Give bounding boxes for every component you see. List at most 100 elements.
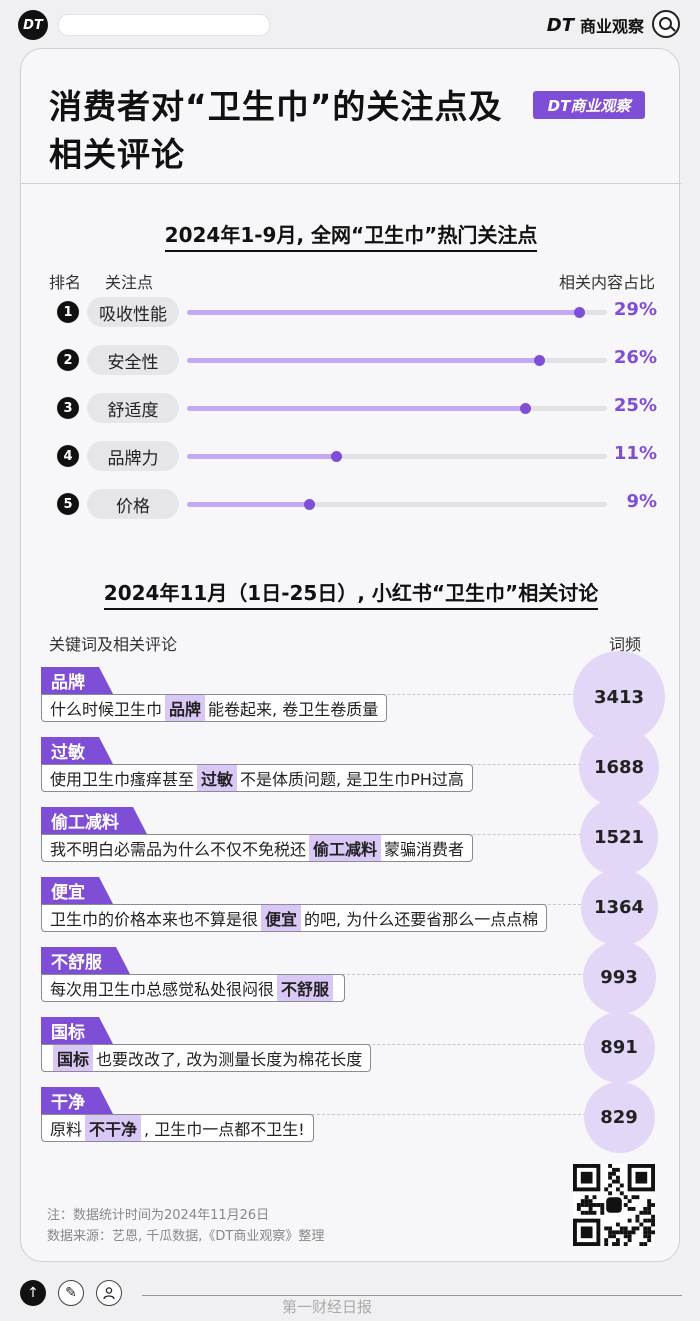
keyword-comment: 卫生巾的价格本来也不算是很 便宜 的吧, 为什么还要省那么一点点棉 (41, 904, 548, 932)
comment-before: 什么时候卫生巾 (50, 700, 163, 719)
top-search-box[interactable] (58, 14, 270, 36)
rank-bar-marker (574, 307, 585, 318)
rank-bar (187, 502, 309, 507)
title-divider (21, 183, 681, 184)
rank-bar (187, 406, 525, 411)
frequency-bubble: 993 (582, 940, 656, 1014)
comment-after: 能卷起来, 卷卫生卷质量 (208, 700, 379, 719)
rank-row: 1 吸收性能 29% (21, 297, 681, 327)
infographic-card: 消费者对“卫生巾”的关注点及相关评论 DT商业观察 2024年1-9月, 全网“… (20, 48, 681, 1262)
frequency-bubble: 829 (583, 1081, 655, 1153)
keyword-tag: 便宜 (41, 877, 113, 904)
keyword-comment: 什么时候卫生巾 品牌 能卷起来, 卷卫生卷质量 (41, 694, 388, 722)
rank-bar (187, 454, 336, 459)
col-freq-label: 词频 (608, 635, 641, 654)
rank-row: 3 舒适度 25% (21, 393, 681, 423)
rank-bar-track (187, 355, 607, 366)
frequency-bubble: 3413 (573, 651, 665, 743)
title-badge: DT商业观察 (533, 91, 645, 119)
rank-bar-track (187, 451, 607, 462)
keyword-tag: 偷工减料 (41, 807, 147, 834)
comment-highlight: 品牌 (165, 695, 206, 721)
keyword-tag: 干净 (41, 1087, 113, 1114)
rank-bar-track (187, 307, 607, 318)
rank-value-label: 25% (613, 395, 657, 416)
user-icon[interactable] (96, 1280, 122, 1306)
keyword-row: 不舒服 每次用卫生巾总感觉私处很闷很 不舒服 993 (21, 940, 681, 1014)
col-keyword-label: 关键词及相关评论 (49, 635, 178, 654)
rank-category-label: 安全性 (87, 345, 179, 375)
keyword-comment: 原料 不干净, 卫生巾一点都不卫生! (41, 1114, 314, 1142)
keyword-tag: 不舒服 (41, 947, 130, 974)
comment-after: 的吧, 为什么还要省那么一点点棉 (304, 910, 539, 929)
rank-category-label: 吸收性能 (87, 297, 179, 327)
rank-bar-marker (304, 499, 315, 510)
section1-title: 2024年1-9月, 全网“卫生巾”热门关注点 (21, 219, 681, 252)
keyword-comment: 国标 也要改改了, 改为测量长度为棉花长度 (41, 1044, 372, 1072)
rank-number: 5 (57, 493, 79, 515)
frequency-bubble: 1364 (580, 868, 658, 946)
comment-highlight: 不干净 (85, 1115, 142, 1141)
pencil-icon[interactable]: ✎ (58, 1280, 84, 1306)
section2-title-text: 2024年11月（1日-25日）, 小红书“卫生巾”相关讨论 (103, 581, 599, 610)
comment-before: 每次用卫生巾总感觉私处很闷很 (50, 980, 275, 999)
rank-bar-marker (534, 355, 545, 366)
col-share-label: 相关内容占比 (558, 273, 655, 292)
keyword-row: 过敏 使用卫生巾瘙痒甚至 过敏 不是体质问题, 是卫生巾PH过高 1688 (21, 727, 681, 807)
comment-before: 原料 (50, 1120, 83, 1139)
top-bar: DT DT 商业观察 (0, 0, 700, 48)
col-focus-label: 关注点 (105, 273, 154, 292)
rank-row: 4 品牌力 11% (21, 441, 681, 471)
rank-row: 5 价格 9% (21, 489, 681, 519)
rank-bar-track (187, 403, 607, 414)
comment-highlight: 便宜 (261, 905, 302, 931)
keyword-row: 国标 国标 也要改改了, 改为测量长度为棉花长度 891 (21, 1011, 681, 1083)
comment-before: 卫生巾的价格本来也不算是很 (50, 910, 259, 929)
qr-code-icon (573, 1164, 655, 1246)
comment-highlight: 不舒服 (277, 975, 334, 1001)
section2-title: 2024年11月（1日-25日）, 小红书“卫生巾”相关讨论 (21, 577, 681, 610)
rank-bar (187, 310, 579, 315)
rank-bar (187, 358, 539, 363)
rank-value-label: 26% (613, 347, 657, 368)
comment-highlight: 过敏 (197, 765, 238, 791)
comment-after: 蒙骗消费者 (384, 840, 465, 859)
comment-before: 我不明白必需品为什么不仅不免税还 (50, 840, 307, 859)
keyword-comment: 我不明白必需品为什么不仅不免税还 偷工减料 蒙骗消费者 (41, 834, 474, 862)
rank-category-label: 价格 (87, 489, 179, 519)
frequency-bubble: 1521 (580, 798, 658, 876)
page-title: 消费者对“卫生巾”的关注点及相关评论 (49, 87, 503, 174)
comment-before: 使用卫生巾瘙痒甚至 (50, 770, 195, 789)
source-text: 数据来源：艺恩, 千瓜数据,《DT商业观察》整理 (47, 1229, 325, 1244)
bottom-bar: ↑ ✎ 第一财经日报 (0, 1262, 700, 1321)
comment-highlight: 国标 (53, 1045, 94, 1071)
keyword-comment: 每次用卫生巾总感觉私处很闷很 不舒服 (41, 974, 346, 1002)
keyword-comment: 使用卫生巾瘙痒甚至 过敏 不是体质问题, 是卫生巾PH过高 (41, 764, 473, 792)
arrow-up-icon[interactable]: ↑ (20, 1280, 46, 1306)
rank-value-label: 9% (626, 491, 657, 512)
bottom-divider (142, 1295, 682, 1296)
keyword-row: 偷工减料 我不明白必需品为什么不仅不免税还 偷工减料 蒙骗消费者 1521 (21, 798, 681, 876)
rank-value-label: 11% (613, 443, 657, 464)
rank-bar-marker (520, 403, 531, 414)
keyword-leader-line (41, 1114, 601, 1115)
note-text: 注：数据统计时间为2024年11月26日 (47, 1208, 270, 1223)
brand-dt: DT (546, 14, 574, 36)
keyword-tag: 国标 (41, 1017, 113, 1044)
section1-title-text: 2024年1-9月, 全网“卫生巾”热门关注点 (164, 223, 538, 252)
col-rank-label: 排名 (49, 273, 82, 292)
app-logo[interactable]: DT (18, 10, 48, 40)
rank-category-label: 舒适度 (87, 393, 179, 423)
source-watermark: 第一财经日报 (282, 1298, 373, 1316)
rank-category-label: 品牌力 (87, 441, 179, 471)
search-icon[interactable] (652, 10, 680, 38)
brand-label: 商业观察 (579, 17, 644, 36)
frequency-bubble: 1688 (579, 727, 659, 807)
comment-after: , 卫生巾一点都不卫生! (144, 1120, 305, 1139)
comment-highlight: 偷工减料 (309, 835, 382, 861)
comment-after: 不是体质问题, 是卫生巾PH过高 (240, 770, 464, 789)
keyword-row: 品牌 什么时候卫生巾 品牌 能卷起来, 卷卫生卷质量 3413 (21, 651, 681, 743)
brand-name: DT 商业观察 (547, 13, 644, 37)
rank-number: 4 (57, 445, 79, 467)
keyword-row: 干净 原料 不干净, 卫生巾一点都不卫生! 829 (21, 1081, 681, 1153)
